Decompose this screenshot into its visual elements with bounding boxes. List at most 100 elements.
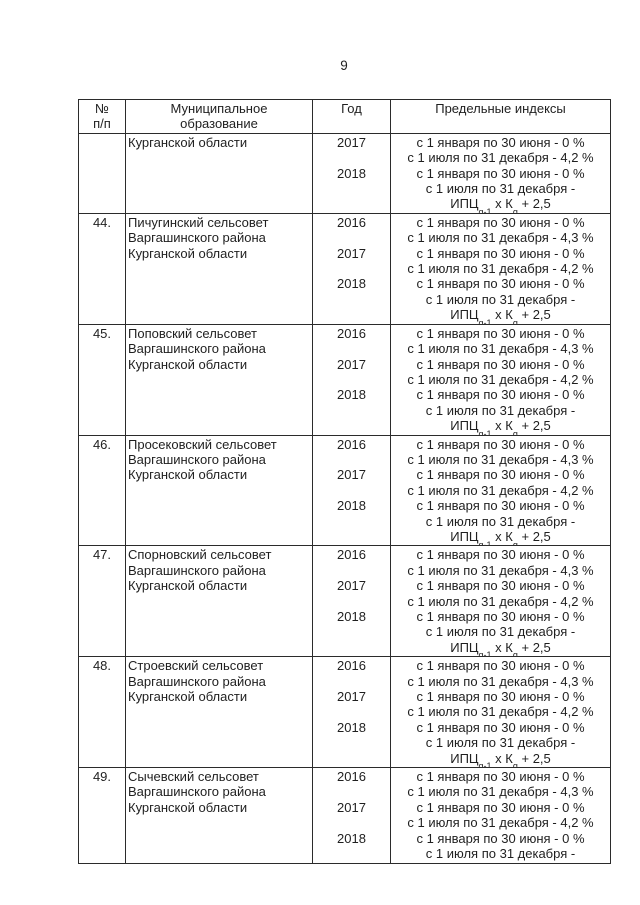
year-line: 2017 [337, 467, 366, 483]
index-line: с 1 июля по 31 декабря - 4,3 % [407, 451, 594, 467]
row-number: 46. [92, 436, 112, 452]
year-line [315, 594, 388, 609]
index-line: с 1 июля по 31 декабря - [425, 846, 576, 862]
index-line: ИПЦg-1 х Кg + 2,5 [393, 418, 608, 436]
year-line: 2018 [337, 276, 366, 292]
year-line [315, 341, 388, 356]
year-line: 2018 [337, 830, 366, 846]
index-line: с 1 июля по 31 декабря - [425, 624, 576, 640]
municipality-line: Курганской области [128, 245, 248, 261]
year-line [315, 150, 388, 165]
index-line: с 1 января по 30 июня - 0 % [416, 214, 585, 230]
year-line [315, 815, 388, 830]
header-limit-indexes: Предельные индексы [390, 99, 611, 134]
year-cell: 2016 2017 2018 [312, 434, 391, 547]
municipality-cell: Сычевский сельсовет Варгашинского района К… [125, 767, 313, 864]
formula-subscript: g-1 [478, 650, 492, 657]
header-municipality-line1: Муниципальное [170, 101, 268, 116]
header-limit-indexes-spacer [393, 116, 608, 131]
year-line: 2016 [337, 325, 366, 341]
index-line: с 1 января по 30 июня - 0 % [416, 467, 585, 483]
index-line: с 1 января по 30 июня - 0 % [416, 387, 585, 403]
year-line [315, 704, 388, 719]
row-number: 44. [92, 214, 112, 230]
year-line: 2018 [337, 609, 366, 624]
index-line: с 1 июля по 31 декабря - [425, 513, 576, 529]
row-number-cell [78, 132, 126, 214]
index-line: с 1 января по 30 июня - 0 % [416, 245, 585, 261]
index-line: с 1 января по 30 июня - 0 % [416, 830, 585, 846]
municipality-line: Варгашинского района [128, 562, 266, 578]
limit-indexes-table: № п/п Муниципальное образование Год Пред… [78, 99, 611, 864]
row-number-cell: 48. [78, 656, 126, 769]
year-line: 2016 [337, 214, 366, 230]
table-row: 46. Просековский сельсовет Варгашинского р… [78, 434, 611, 547]
year-cell: 2016 2017 2018 [312, 212, 391, 325]
municipality-line: Сычевский сельсовет [128, 769, 259, 785]
indices-cell: с 1 января по 30 июня - 0 % с 1 июля по 3… [390, 323, 611, 436]
index-line: с 1 января по 30 июня - 0 % [416, 769, 585, 785]
indices-cell: с 1 января по 30 июня - 0 % с 1 июля по 3… [390, 656, 611, 769]
table-body: Курганской области 2017 2018 с 1 января по… [78, 132, 611, 864]
index-line: с 1 января по 30 июня - 0 % [416, 719, 585, 735]
index-line: с 1 июля по 31 декабря - 4,3 % [407, 230, 594, 246]
indices-cell: с 1 января по 30 июня - 0 % с 1 июля по 3… [390, 434, 611, 547]
index-line: с 1 июля по 31 декабря - [425, 402, 576, 418]
index-line: с 1 июля по 31 декабря - 4,2 % [407, 261, 594, 277]
row-number-cell: 46. [78, 434, 126, 547]
table-row: Курганской области 2017 2018 с 1 января по… [78, 132, 611, 214]
year-line: 2016 [337, 769, 366, 785]
year-line [315, 483, 388, 498]
header-municipality-line2: образование [180, 116, 258, 132]
municipality-cell: Просековский сельсовет Варгашинского райо… [125, 434, 313, 547]
row-number: 48. [92, 658, 112, 674]
index-line: с 1 января по 30 июня - 0 % [416, 658, 585, 674]
municipality-cell: Поповский сельсовет Варгашинского района К… [125, 323, 313, 436]
indices-cell: с 1 января по 30 июня - 0 % с 1 июля по 3… [390, 767, 611, 864]
formula-subscript: g-1 [478, 428, 492, 436]
year-cell: 2016 2017 2018 [312, 323, 391, 436]
municipality-cell: Курганской области [125, 132, 313, 214]
year-cell: 2016 2017 2018 [312, 767, 391, 864]
index-line: с 1 января по 30 июня - 0 % [416, 276, 585, 292]
year-line [315, 261, 388, 276]
index-line: с 1 января по 30 июня - 0 % [416, 689, 585, 705]
year-line: 2016 [337, 436, 366, 452]
year-line: 2017 [337, 245, 366, 261]
header-limit-indexes-label: Предельные индексы [435, 101, 566, 116]
header-year-spacer [315, 116, 388, 131]
year-line: 2017 [337, 356, 366, 372]
indices-cell: с 1 января по 30 июня - 0 % с 1 июля по 3… [390, 212, 611, 325]
municipality-line: Курганской области [128, 799, 248, 815]
municipality-line: Курганской области [128, 356, 248, 372]
formula-subscript: g-1 [478, 317, 492, 325]
limit-indexes-table-wrap: № п/п Муниципальное образование Год Пред… [78, 99, 611, 864]
formula-subscript: g-1 [478, 207, 492, 214]
table-header-row: № п/п Муниципальное образование Год Пред… [78, 99, 611, 134]
year-line: 2018 [337, 387, 366, 403]
table-row: 49. Сычевский сельсовет Варгашинского райо… [78, 767, 611, 864]
year-line [315, 563, 388, 578]
index-line: с 1 июля по 31 декабря - 4,3 % [407, 673, 594, 689]
year-line: 2017 [337, 578, 366, 594]
index-line: с 1 июля по 31 декабря - 4,2 % [407, 704, 594, 720]
year-cell: 2016 2017 2018 [312, 656, 391, 769]
year-line: 2018 [337, 498, 366, 514]
index-line: ИПЦg-1 х Кg + 2,5 [393, 529, 608, 545]
municipality-line: Курганской области [128, 578, 248, 594]
row-number: 45. [92, 325, 112, 341]
municipality-line: Строевский сельсовет [128, 658, 264, 674]
year-line [315, 230, 388, 245]
page-number: 9 [340, 58, 348, 73]
municipality-line: Варгашинского района [128, 451, 266, 467]
formula-subscript: g [512, 650, 518, 657]
index-line: с 1 января по 30 июня - 0 % [416, 165, 585, 181]
index-line: с 1 января по 30 июня - 0 % [416, 498, 585, 514]
year-line [315, 674, 388, 689]
year-line: 2016 [337, 547, 366, 563]
index-line: ИПЦg-1 х Кg + 2,5 [393, 307, 608, 325]
index-line: с 1 июля по 31 декабря - 4,2 % [407, 371, 594, 387]
year-line: 2017 [337, 799, 366, 815]
table-row: 47. Спорновский сельсовет Варгашинского ра… [78, 545, 611, 658]
